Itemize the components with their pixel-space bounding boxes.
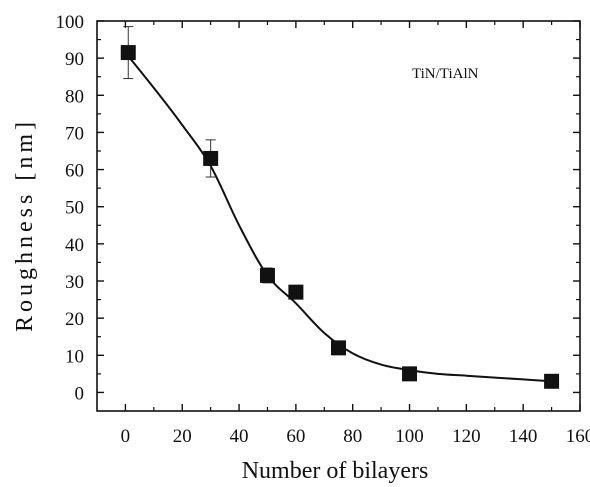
y-tick-label: 20 bbox=[65, 309, 84, 330]
y-tick-label: 90 bbox=[65, 49, 84, 70]
x-axis-title: Number of bilayers bbox=[242, 458, 429, 484]
y-tick-label: 100 bbox=[56, 12, 85, 33]
y-tick-label: 70 bbox=[65, 123, 84, 144]
data-point bbox=[203, 150, 219, 166]
y-tick-label: 0 bbox=[75, 383, 85, 404]
x-tick-label: 160 bbox=[566, 426, 590, 447]
data-point bbox=[259, 267, 275, 283]
fit-curve bbox=[124, 51, 552, 383]
data-points-group bbox=[120, 26, 560, 389]
x-tick-label: 120 bbox=[452, 426, 481, 447]
y-tick-label: 10 bbox=[65, 346, 84, 367]
axes: 0 20 40 60 80 100 120 140 160 0 10 20 30 40 50 60 70 80 90… bbox=[56, 12, 590, 447]
y-tick-label: 80 bbox=[65, 86, 84, 107]
x-tick-label: 140 bbox=[509, 426, 538, 447]
data-point bbox=[402, 366, 418, 382]
y-tick-label: 30 bbox=[65, 272, 84, 293]
data-point bbox=[288, 284, 304, 300]
x-tick-label: 40 bbox=[230, 426, 249, 447]
x-tick-label: 100 bbox=[395, 426, 424, 447]
y-tick-label: 50 bbox=[65, 198, 84, 219]
annotation-label: TiN/TiAlN bbox=[412, 66, 479, 82]
x-tick-label: 60 bbox=[286, 426, 305, 447]
x-tick-label: 80 bbox=[343, 426, 362, 447]
plot-frame bbox=[96, 20, 581, 412]
x-tick-label: 0 bbox=[121, 426, 131, 447]
data-point bbox=[331, 340, 346, 356]
data-point bbox=[120, 45, 136, 61]
y-tick-label: 60 bbox=[65, 161, 84, 182]
y-tick-label: 40 bbox=[65, 235, 84, 256]
fit-curve-group bbox=[124, 51, 552, 383]
y-axis-title: Roughness [nm] bbox=[12, 118, 38, 332]
x-tick-label: 20 bbox=[173, 426, 192, 447]
data-point bbox=[544, 373, 560, 389]
